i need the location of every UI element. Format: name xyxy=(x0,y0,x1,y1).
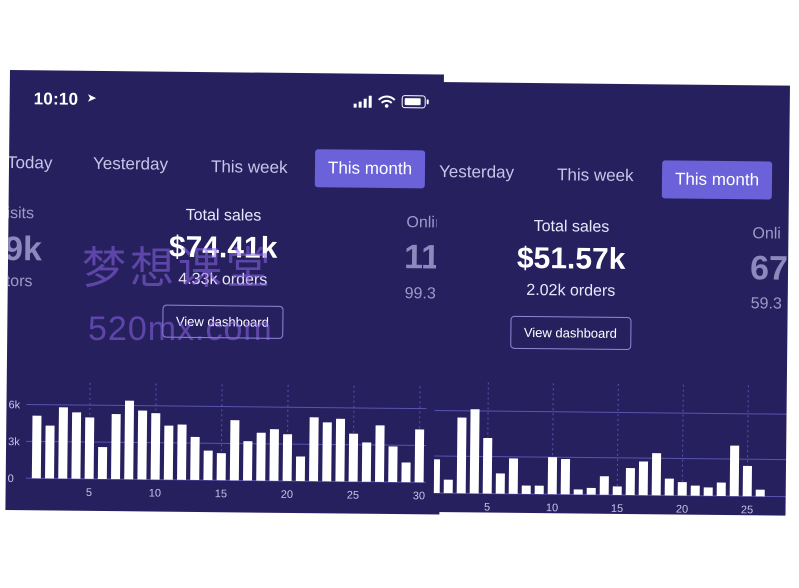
x-gridline xyxy=(551,383,554,495)
chart-bar xyxy=(690,485,700,496)
chart-bar xyxy=(111,413,121,480)
chart-bar xyxy=(456,417,467,494)
x-tick-label: 5 xyxy=(86,487,92,499)
chart-bar xyxy=(433,459,441,494)
chart-bar xyxy=(190,436,200,481)
chart-bar xyxy=(612,486,622,495)
chart-bar xyxy=(322,422,332,482)
chart-bar xyxy=(729,445,740,497)
x-tick-label: 15 xyxy=(215,488,227,500)
chart-bar xyxy=(71,412,82,479)
chart-bar xyxy=(443,479,453,494)
chart-bar xyxy=(163,425,174,480)
x-tick-label: 10 xyxy=(546,502,558,514)
chart-bar xyxy=(414,429,425,483)
chart-bar xyxy=(401,462,411,483)
chart-bar xyxy=(58,407,68,479)
chart-bar xyxy=(482,437,493,494)
chart-bar xyxy=(625,468,635,496)
y-gridline xyxy=(433,409,790,416)
right-phone-screenshot: Yesterday This week This month Total sal… xyxy=(433,82,790,516)
chart-bar xyxy=(599,476,609,495)
y-gridline xyxy=(26,403,427,410)
chart-bar xyxy=(361,442,372,482)
chart-bar xyxy=(716,482,726,497)
chart-bar xyxy=(348,433,359,482)
chart-bar xyxy=(84,417,95,479)
chart-bar xyxy=(243,441,253,481)
y-tick-label: 6k xyxy=(8,399,20,411)
chart-bar xyxy=(547,457,558,495)
chart-bar xyxy=(388,446,398,483)
chart-bar xyxy=(309,417,319,482)
x-gridline xyxy=(746,385,749,497)
x-tick-label: 20 xyxy=(676,504,688,516)
x-tick-label: 5 xyxy=(484,502,490,514)
chart-bar xyxy=(742,465,752,497)
chart-bar xyxy=(150,413,161,480)
x-tick-label: 15 xyxy=(611,503,623,515)
x-tick-label: 20 xyxy=(281,489,293,501)
chart-bar xyxy=(495,473,505,494)
chart-bar xyxy=(534,485,544,495)
status-bar: 10:10 ➤ xyxy=(9,70,444,135)
left-phone-screenshot: 10:10 ➤ Today Yesterday This week This m… xyxy=(5,70,444,515)
chart-bar xyxy=(664,478,674,496)
chart-bar xyxy=(269,429,279,481)
chart-bar xyxy=(295,456,306,482)
chart-bar xyxy=(203,450,213,481)
chart-bar xyxy=(375,425,385,482)
chart-bar xyxy=(508,458,519,494)
y-tick-label: 0 xyxy=(8,473,14,485)
chart-bar xyxy=(256,432,266,481)
chart-bar xyxy=(335,418,346,482)
chart-bar xyxy=(216,453,226,481)
chart-bar xyxy=(97,447,108,480)
chart-bar xyxy=(282,434,293,481)
chart-bar xyxy=(560,458,571,495)
chart-bar xyxy=(586,487,596,495)
status-icons xyxy=(353,95,426,109)
watermark-url: 520mx.com xyxy=(88,310,273,348)
chart-bar xyxy=(677,482,687,496)
chart-bar xyxy=(177,424,187,480)
chart-bar xyxy=(573,489,583,495)
chart-bar xyxy=(638,461,649,496)
x-tick-label: 10 xyxy=(149,487,161,499)
chart-bar xyxy=(469,409,480,494)
chart-bar xyxy=(31,415,42,479)
x-tick-label: 25 xyxy=(347,490,359,502)
chart-bar xyxy=(651,453,662,496)
chart-bar xyxy=(229,420,240,481)
chart-bar xyxy=(521,485,531,494)
chart-bar xyxy=(137,410,148,480)
x-gridline xyxy=(681,384,684,496)
chart-bar xyxy=(703,487,713,496)
chart-bar xyxy=(755,489,765,497)
chart-bar xyxy=(124,400,135,480)
watermark-chinese-text: 梦想课堂 xyxy=(82,244,274,293)
chart-bar xyxy=(45,425,55,479)
x-tick-label: 30 xyxy=(413,490,425,502)
daily-sales-bar-chart: 0 3k 6k 5 10 15 20 25 30 xyxy=(8,382,427,502)
x-gridline xyxy=(616,383,619,495)
x-tick-label: 25 xyxy=(741,504,753,515)
y-tick-label: 3k xyxy=(8,436,20,448)
wifi-icon xyxy=(377,95,396,108)
